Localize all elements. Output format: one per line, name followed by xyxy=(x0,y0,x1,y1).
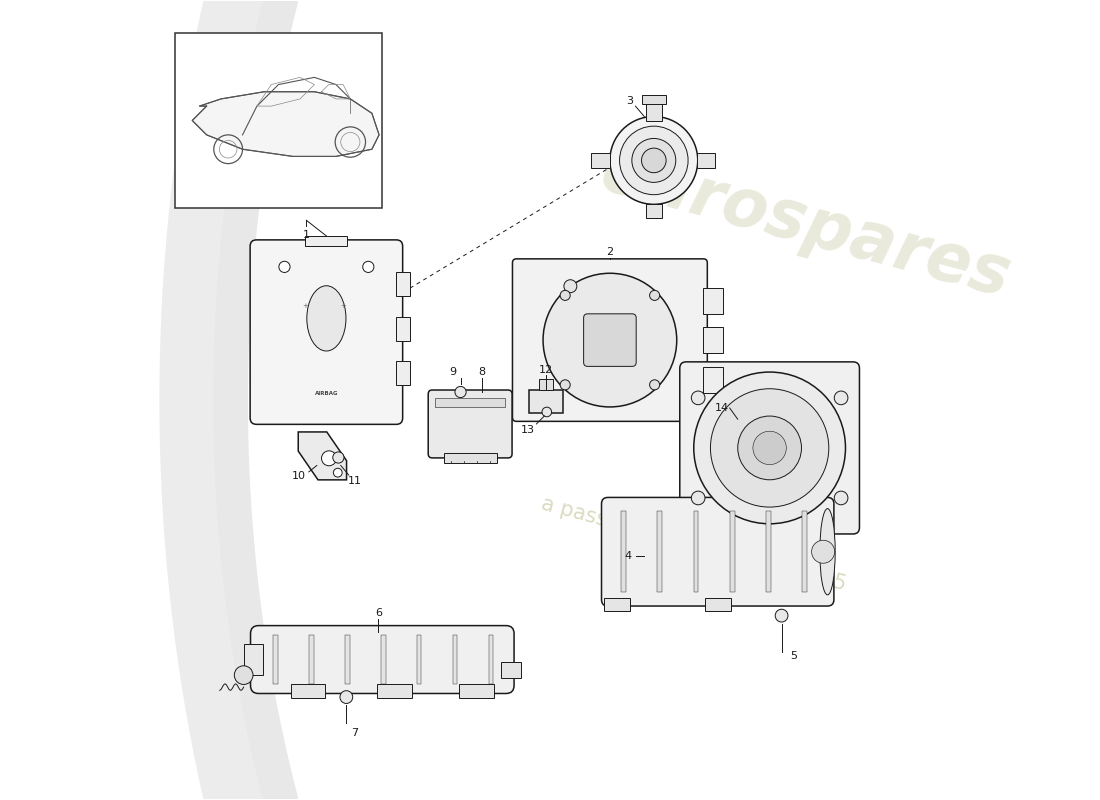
Bar xyxy=(502,662,521,678)
Bar xyxy=(704,598,730,611)
Text: 9: 9 xyxy=(449,367,456,377)
Bar xyxy=(274,634,278,685)
Bar xyxy=(396,362,410,386)
Bar xyxy=(539,379,552,390)
Bar xyxy=(694,511,698,592)
Bar xyxy=(436,398,505,407)
Text: +: + xyxy=(302,303,308,310)
Circle shape xyxy=(650,290,660,301)
Circle shape xyxy=(631,138,675,182)
Text: 1: 1 xyxy=(302,230,310,240)
Circle shape xyxy=(641,148,667,173)
Circle shape xyxy=(752,431,786,465)
Circle shape xyxy=(279,262,290,273)
Circle shape xyxy=(834,391,848,405)
Circle shape xyxy=(333,452,344,463)
Ellipse shape xyxy=(307,286,346,351)
Circle shape xyxy=(564,280,576,293)
Circle shape xyxy=(812,540,835,563)
Text: 10: 10 xyxy=(292,471,306,481)
Text: 3: 3 xyxy=(626,95,634,106)
Polygon shape xyxy=(192,92,380,157)
Bar xyxy=(453,634,458,685)
Text: 7: 7 xyxy=(351,728,358,738)
Text: 11: 11 xyxy=(348,477,361,486)
Circle shape xyxy=(691,391,705,405)
Text: 8: 8 xyxy=(478,367,486,377)
Text: +: + xyxy=(340,303,346,310)
Text: 12: 12 xyxy=(539,365,553,374)
Ellipse shape xyxy=(820,509,835,595)
Bar xyxy=(621,511,626,592)
Bar xyxy=(646,103,662,121)
Bar xyxy=(529,390,563,413)
Text: 4: 4 xyxy=(625,550,631,561)
Bar xyxy=(377,685,412,698)
Bar xyxy=(658,511,662,592)
Bar xyxy=(459,685,494,698)
Text: 6: 6 xyxy=(375,608,382,618)
Circle shape xyxy=(738,416,802,480)
Bar xyxy=(306,236,348,246)
FancyBboxPatch shape xyxy=(428,390,513,458)
Text: 14: 14 xyxy=(715,403,729,413)
Bar xyxy=(175,33,383,208)
Circle shape xyxy=(834,491,848,505)
FancyBboxPatch shape xyxy=(584,314,636,366)
Circle shape xyxy=(321,451,337,466)
Circle shape xyxy=(363,262,374,273)
Bar xyxy=(641,94,667,104)
Circle shape xyxy=(609,117,697,204)
Circle shape xyxy=(560,380,570,390)
Circle shape xyxy=(711,389,828,507)
Circle shape xyxy=(619,126,689,194)
Bar xyxy=(729,511,735,592)
Circle shape xyxy=(333,468,342,477)
Bar xyxy=(488,634,493,685)
Circle shape xyxy=(542,407,551,417)
Bar xyxy=(646,204,662,218)
Bar xyxy=(703,327,724,353)
FancyBboxPatch shape xyxy=(251,626,514,694)
Bar xyxy=(604,598,630,611)
Bar xyxy=(381,634,385,685)
Bar xyxy=(244,644,264,675)
Bar xyxy=(592,153,609,168)
Text: 13: 13 xyxy=(520,426,535,435)
Bar xyxy=(766,511,771,592)
Text: a passion for parts since 1985: a passion for parts since 1985 xyxy=(539,494,848,594)
Bar xyxy=(396,317,410,341)
Circle shape xyxy=(650,380,660,390)
Bar xyxy=(443,453,497,463)
Text: AIRBAG: AIRBAG xyxy=(315,391,338,397)
Circle shape xyxy=(234,666,253,685)
Text: 5: 5 xyxy=(790,650,798,661)
Bar xyxy=(309,634,313,685)
Text: 2: 2 xyxy=(606,247,614,258)
FancyBboxPatch shape xyxy=(513,259,707,422)
Bar xyxy=(697,153,715,168)
Circle shape xyxy=(694,372,846,524)
FancyBboxPatch shape xyxy=(250,240,403,424)
FancyBboxPatch shape xyxy=(680,362,859,534)
Bar xyxy=(703,366,724,393)
Bar xyxy=(345,634,350,685)
Bar xyxy=(396,272,410,296)
Bar xyxy=(802,511,807,592)
Bar xyxy=(290,685,326,698)
Polygon shape xyxy=(298,432,346,480)
Text: eurospares: eurospares xyxy=(594,138,1018,310)
Circle shape xyxy=(340,690,353,703)
Bar xyxy=(417,634,421,685)
FancyBboxPatch shape xyxy=(602,498,834,606)
Circle shape xyxy=(455,386,466,398)
Bar xyxy=(703,288,724,314)
Circle shape xyxy=(776,610,788,622)
Circle shape xyxy=(560,290,570,301)
Circle shape xyxy=(543,274,676,407)
Circle shape xyxy=(691,491,705,505)
